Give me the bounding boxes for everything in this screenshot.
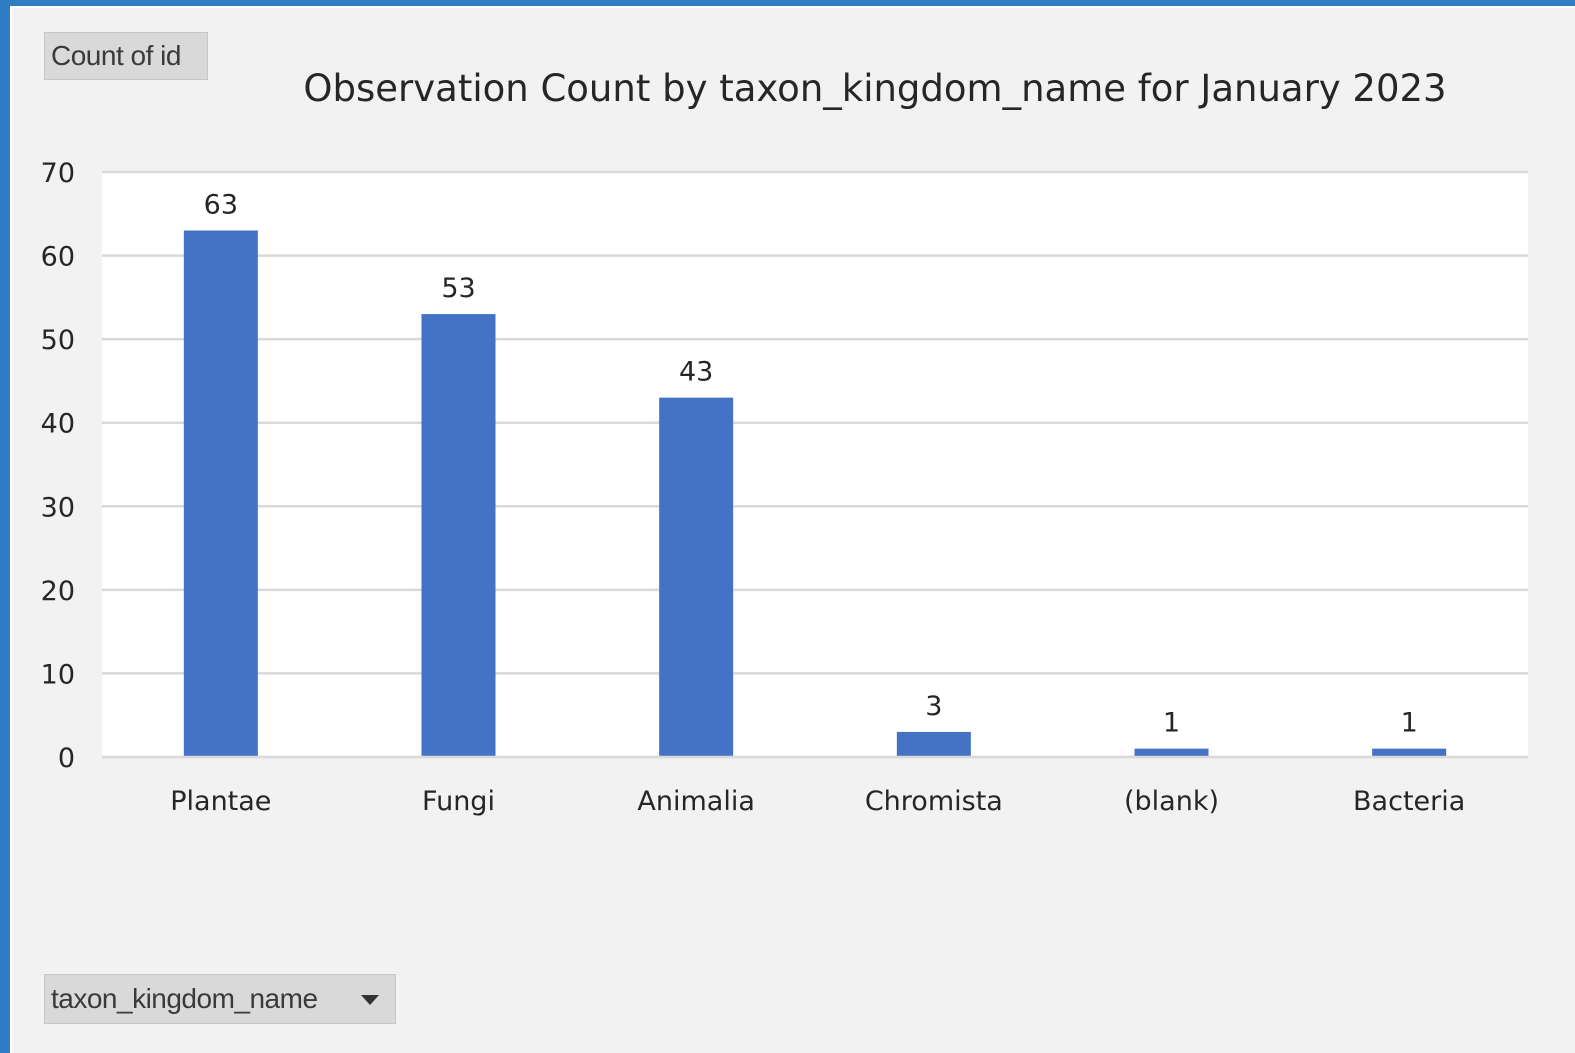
data-label: 1 xyxy=(1163,708,1180,739)
x-tick-label: Bacteria xyxy=(1353,786,1465,817)
bar-blank[interactable] xyxy=(1134,748,1209,757)
data-labels: 63 53 43 3 1 1 xyxy=(204,190,1418,739)
bar-fungi[interactable] xyxy=(421,314,496,757)
bars xyxy=(183,230,1447,758)
x-axis-categories: Plantae Fungi Animalia Chromista (blank) Bact… xyxy=(102,755,1528,817)
x-tick-label: Plantae xyxy=(170,786,271,817)
plot-area xyxy=(102,172,1528,757)
y-tick-label: 70 xyxy=(41,158,75,189)
y-tick-label: 0 xyxy=(58,743,75,774)
data-label: 3 xyxy=(925,691,942,722)
x-tick-label: Animalia xyxy=(637,786,754,817)
x-tick-label: Chromista xyxy=(865,786,1003,817)
data-label: 63 xyxy=(204,190,238,221)
chart-title: Observation Count by taxon_kingdom_name … xyxy=(303,67,1446,110)
bar-plantae[interactable] xyxy=(183,230,258,758)
value-field-label: Count of id xyxy=(51,40,181,71)
y-tick-label: 40 xyxy=(41,409,75,440)
axis-field-button[interactable]: taxon_kingdom_name xyxy=(44,974,396,1024)
x-tick-label: Fungi xyxy=(422,786,495,817)
data-label: 1 xyxy=(1401,708,1418,739)
value-field-button[interactable]: Count of id xyxy=(44,32,208,80)
y-tick-label: 50 xyxy=(41,325,75,356)
y-tick-label: 10 xyxy=(41,659,75,690)
y-tick-label: 30 xyxy=(41,492,75,523)
y-tick-label: 60 xyxy=(41,242,75,273)
y-tick-label: 20 xyxy=(41,576,75,607)
y-axis-ticks: 0 10 20 30 40 50 60 70 xyxy=(41,158,75,774)
data-label: 53 xyxy=(441,273,475,304)
data-label: 43 xyxy=(679,357,713,388)
bar-chromista[interactable] xyxy=(896,731,971,757)
bar-bacteria[interactable] xyxy=(1372,748,1447,757)
x-tick-label: (blank) xyxy=(1124,786,1219,817)
bar-animalia[interactable] xyxy=(659,397,734,757)
triangle-down-icon[interactable] xyxy=(361,995,379,1005)
axis-field-label: taxon_kingdom_name xyxy=(51,983,318,1014)
